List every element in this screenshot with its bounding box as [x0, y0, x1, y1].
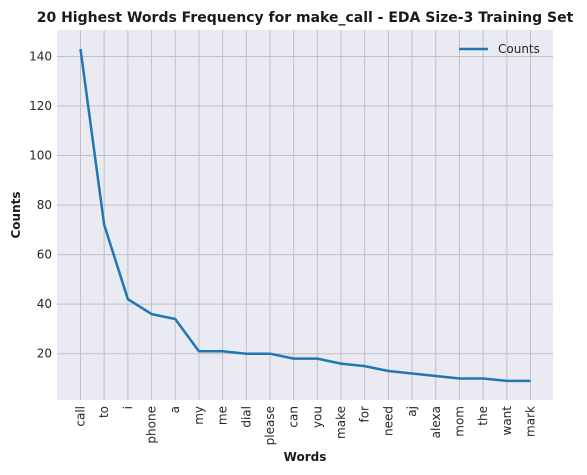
x-tick-label: dial	[239, 406, 253, 428]
chart-title: 20 Highest Words Frequency for make_call…	[37, 10, 574, 26]
series-line-counts	[79, 48, 531, 383]
x-tick-label: for	[358, 406, 372, 423]
x-tick-label: me	[216, 406, 230, 425]
x-tick-label: you	[310, 406, 324, 428]
x-tick-label: i	[121, 406, 135, 409]
x-tick-label: want	[500, 406, 514, 436]
legend-label: Counts	[498, 42, 540, 56]
x-axis-ticks: call to i phone a my me dial please can you make for…	[74, 406, 538, 446]
grid	[57, 30, 553, 400]
y-axis-label: Counts	[9, 191, 23, 238]
y-tick-label: 100	[29, 149, 52, 163]
x-tick-label: can	[287, 406, 301, 428]
y-axis-ticks: 20 40 60 80 100 120 140	[29, 49, 52, 360]
x-tick-label: mark	[524, 406, 538, 437]
x-tick-label: mom	[452, 406, 466, 437]
x-tick-label: please	[263, 406, 277, 445]
x-tick-label: aj	[405, 406, 419, 417]
x-tick-label: alexa	[429, 406, 443, 438]
x-tick-label: call	[74, 406, 88, 427]
x-tick-label: a	[168, 406, 182, 413]
y-tick-label: 20	[37, 347, 52, 361]
series-layer	[79, 48, 531, 383]
x-tick-label: my	[192, 406, 206, 425]
legend: Counts	[459, 42, 540, 56]
y-tick-label: 120	[29, 99, 52, 113]
x-tick-label: to	[97, 406, 111, 418]
plot-area	[57, 30, 553, 400]
x-tick-label: need	[381, 406, 395, 436]
y-tick-label: 60	[37, 248, 52, 262]
x-tick-label: the	[476, 406, 490, 426]
y-tick-label: 140	[29, 49, 52, 63]
x-tick-label: phone	[145, 406, 159, 444]
x-axis-label: Words	[284, 450, 327, 464]
y-tick-label: 80	[37, 198, 52, 212]
x-tick-label: make	[334, 406, 348, 439]
y-tick-label: 40	[37, 297, 52, 311]
